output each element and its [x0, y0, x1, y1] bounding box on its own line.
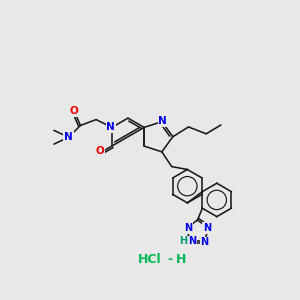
Text: H: H	[176, 254, 187, 266]
Text: N: N	[184, 223, 192, 233]
Text: -: -	[167, 254, 172, 266]
Text: N: N	[188, 236, 196, 246]
Text: N: N	[64, 132, 73, 142]
Text: N: N	[202, 223, 211, 233]
Text: N: N	[158, 116, 167, 126]
Text: HCl: HCl	[138, 254, 162, 266]
Text: N: N	[200, 237, 208, 247]
Text: O: O	[95, 146, 104, 157]
Text: N: N	[106, 122, 115, 132]
Text: H: H	[180, 236, 188, 246]
Text: O: O	[69, 106, 78, 116]
